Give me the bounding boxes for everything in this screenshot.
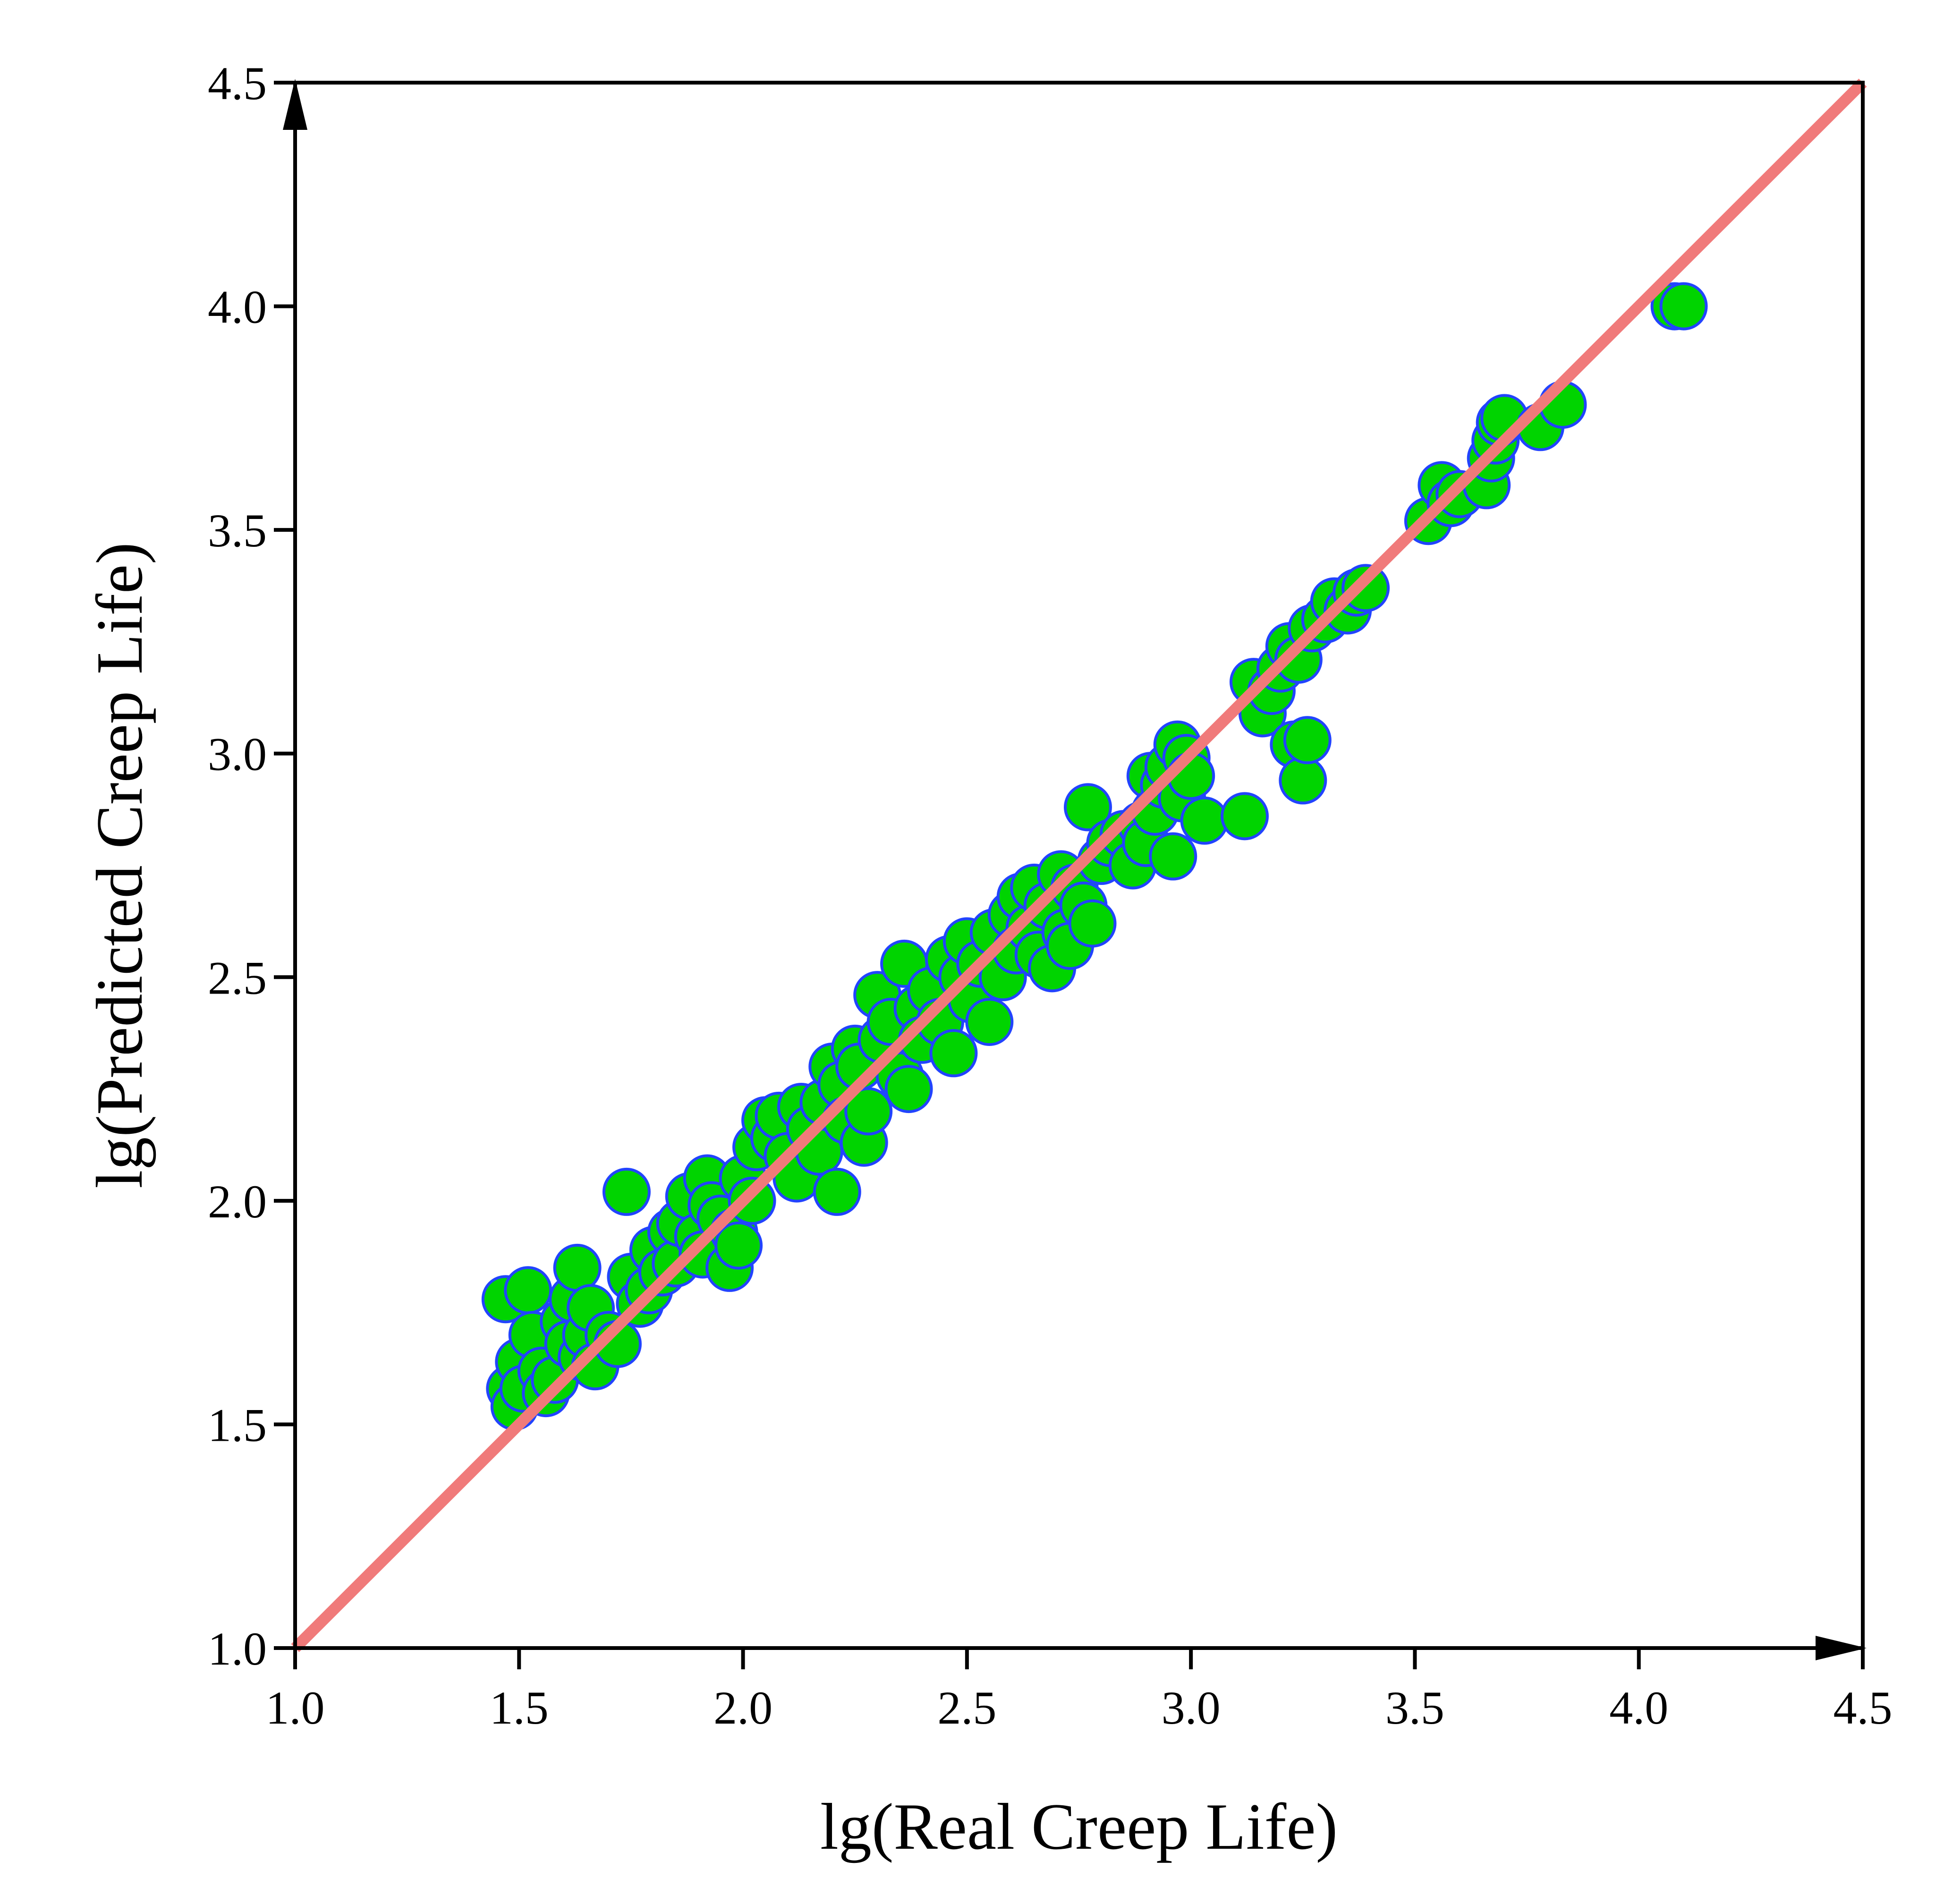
plot-frame bbox=[293, 81, 1865, 1650]
data-point bbox=[728, 1176, 776, 1225]
data-point bbox=[813, 1167, 861, 1216]
ticks bbox=[274, 81, 1865, 1669]
data-point bbox=[929, 1029, 978, 1078]
reference-line bbox=[291, 78, 1867, 1652]
data-point bbox=[1149, 832, 1197, 881]
data-point bbox=[504, 1266, 552, 1315]
y-tick-label: 3.5 bbox=[208, 504, 267, 557]
x-tick-label: 3.0 bbox=[1162, 1682, 1221, 1734]
x-axis-arrow-icon bbox=[1816, 1636, 1867, 1660]
x-tick-label: 2.5 bbox=[937, 1682, 996, 1734]
x-tick-label: 4.0 bbox=[1609, 1682, 1668, 1734]
y-tick-label: 2.0 bbox=[208, 1175, 267, 1228]
data-point bbox=[844, 1087, 893, 1136]
x-tick-label: 4.5 bbox=[1834, 1682, 1893, 1734]
data-point bbox=[553, 1243, 602, 1292]
y-tick-label: 1.5 bbox=[208, 1399, 267, 1451]
y-tick-label: 4.0 bbox=[208, 281, 267, 333]
y-tick-label: 3.0 bbox=[208, 728, 267, 781]
data-point bbox=[1283, 716, 1332, 765]
data-point bbox=[1341, 564, 1390, 612]
data-point bbox=[1068, 899, 1117, 948]
x-tick-label: 1.0 bbox=[266, 1682, 325, 1734]
data-point bbox=[1063, 783, 1112, 832]
y-axis-arrow-icon bbox=[283, 79, 307, 130]
x-axis-title: lg(Real Creep Life) bbox=[820, 1790, 1338, 1863]
data-point bbox=[1180, 796, 1229, 845]
x-tick-label: 1.5 bbox=[490, 1682, 549, 1734]
data-point bbox=[714, 1221, 763, 1270]
y-tick-label: 2.5 bbox=[208, 952, 267, 1004]
axes bbox=[283, 79, 1867, 1660]
y-axis-title: lg(Predicted Creep Life) bbox=[83, 542, 156, 1188]
x-tick-label: 2.0 bbox=[713, 1682, 773, 1734]
data-point bbox=[1279, 756, 1327, 805]
y-tick-label: 1.0 bbox=[208, 1623, 267, 1675]
data-point bbox=[1220, 792, 1269, 841]
x-tick-label: 3.5 bbox=[1385, 1682, 1444, 1734]
data-point bbox=[965, 998, 1014, 1046]
y-tick-label: 4.5 bbox=[208, 57, 267, 110]
data-point bbox=[602, 1167, 651, 1216]
data-point bbox=[884, 1065, 933, 1114]
tick-labels: 1.0 1.5 2.0 2.5 3.0 3.5 4.0 4.5 1.0 1.5 2.0 2.5 3.0 3… bbox=[208, 57, 1893, 1734]
data-point bbox=[1659, 282, 1708, 331]
